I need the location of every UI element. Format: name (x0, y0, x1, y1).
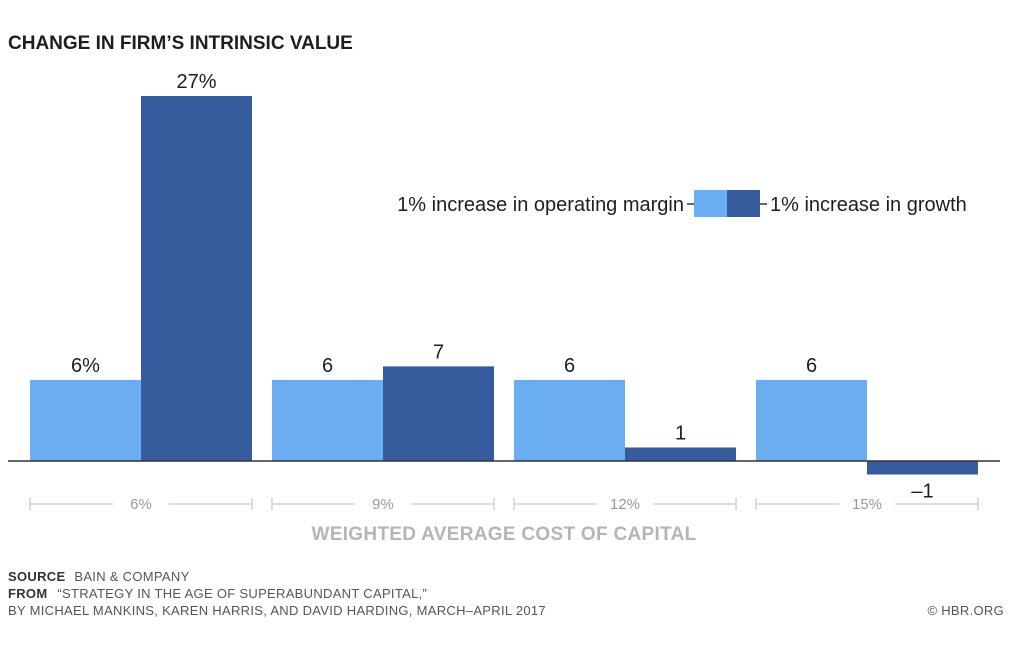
value-label-growth-4: –1 (911, 481, 933, 503)
bar-operating-margin-2 (272, 379, 383, 461)
x-tick-label-4: 15% (852, 496, 882, 513)
value-label-growth-3: 1 (675, 422, 686, 444)
bar-operating-margin-3 (514, 379, 625, 461)
legend-label-growth: 1% increase in growth (770, 194, 967, 216)
x-tick-label-2: 9% (372, 496, 394, 513)
legend-label-operating-margin: 1% increase in operating margin (397, 194, 684, 216)
footer-from-line: FROM “STRATEGY IN THE AGE OF SUPERABUNDA… (8, 586, 427, 601)
bar-growth-4 (867, 461, 978, 475)
bar-growth-1 (141, 96, 252, 461)
from-label: FROM (8, 586, 47, 601)
value-label-operating-margin-4: 6 (806, 355, 817, 377)
from-text: “STRATEGY IN THE AGE OF SUPERABUNDANT CA… (57, 586, 427, 601)
value-label-growth-1: 27% (176, 71, 216, 93)
value-label-growth-2: 7 (433, 341, 444, 363)
x-tick-label-1: 6% (130, 496, 152, 513)
x-axis-label: WEIGHTED AVERAGE COST OF CAPITAL (311, 524, 696, 545)
value-labels-group: 6% 27% 6 7 6 1 6 –1 (71, 71, 934, 503)
copyright: © HBR.ORG (927, 603, 1004, 618)
legend-swatch-operating-margin (694, 190, 727, 217)
bar-operating-margin-4 (756, 379, 867, 461)
bar-growth-3 (625, 447, 736, 461)
x-axis: 6% 9% 12% 15% (29, 496, 979, 513)
bar-operating-margin-1 (30, 379, 141, 461)
footer-source-line: SOURCE BAIN & COMPANY (8, 569, 190, 584)
bars-group (30, 96, 978, 475)
footer: SOURCE BAIN & COMPANY FROM “STRATEGY IN … (8, 569, 1004, 618)
source-text: BAIN & COMPANY (74, 569, 189, 584)
source-label: SOURCE (8, 569, 65, 584)
legend-swatch-growth (727, 190, 760, 217)
footer-byline: BY MICHAEL MANKINS, KAREN HARRIS, AND DA… (8, 603, 546, 618)
chart-title: CHANGE IN FIRM’S INTRINSIC VALUE (8, 33, 353, 54)
x-tick-label-3: 12% (610, 496, 640, 513)
value-label-operating-margin-2: 6 (322, 355, 333, 377)
value-label-operating-margin-1: 6% (71, 355, 100, 377)
bar-growth-2 (383, 366, 494, 461)
legend: 1% increase in operating margin 1% incre… (397, 190, 967, 217)
value-label-operating-margin-3: 6 (564, 355, 575, 377)
